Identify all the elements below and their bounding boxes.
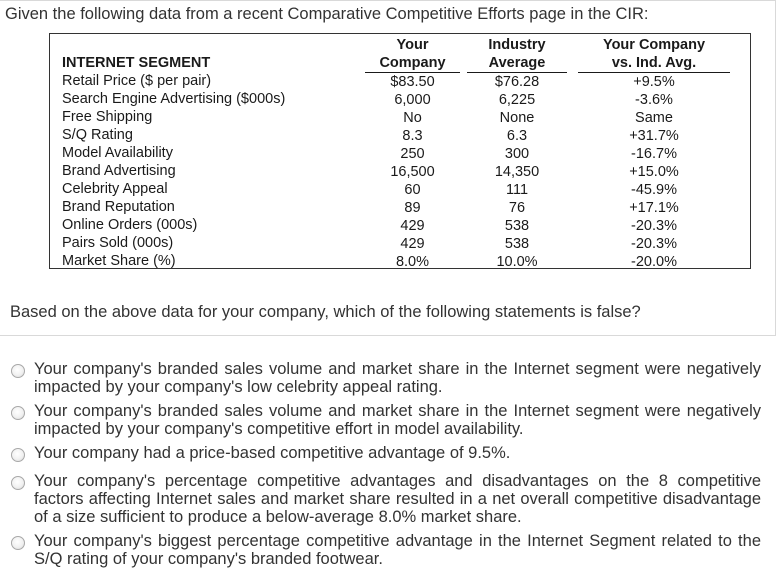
table-cell-vs: +31.7% xyxy=(629,128,679,144)
table-cell-you: 6,000 xyxy=(394,92,431,108)
header-industry-average-1: Industry xyxy=(488,37,546,53)
table-cell-ind: 111 xyxy=(505,182,529,198)
industry-average-values: $76.28 6,225 None 6.3 300 14,350 111 76 538 538 10… xyxy=(467,73,567,271)
table-cell-ind: 300 xyxy=(504,146,530,162)
table-cell-you: 429 xyxy=(400,236,425,252)
header-your-company-1: Your xyxy=(396,37,429,53)
table-cell-vs: -20.3% xyxy=(631,236,677,252)
table-cell-you: 8.0% xyxy=(395,254,430,270)
option-4-radio[interactable] xyxy=(11,476,25,490)
option-3-radio[interactable] xyxy=(11,448,25,462)
table-cell-you: No xyxy=(403,110,422,126)
option-2-text[interactable]: Your company's branded sales volume and … xyxy=(34,402,761,438)
segment-column: INTERNET SEGMENT Retail Price ($ per pai… xyxy=(62,36,352,270)
table-cell-ind: 10.0% xyxy=(496,254,538,270)
table-cell-label: Pairs Sold (000s) xyxy=(62,235,174,251)
table-cell-vs: -20.0% xyxy=(631,254,677,270)
question-frame xyxy=(0,0,776,336)
table-cell-vs: +17.1% xyxy=(629,200,679,216)
table-cell-ind: 14,350 xyxy=(494,164,540,180)
header-segment: INTERNET SEGMENT xyxy=(62,55,211,71)
table-cell-label: Online Orders (000s) xyxy=(62,217,198,233)
option-5-radio[interactable] xyxy=(11,536,25,550)
table-cell-vs: -16.7% xyxy=(631,146,677,162)
option-3-text[interactable]: Your company had a price-based competiti… xyxy=(34,444,511,462)
your-company-values: $83.50 6,000 No 8.3 250 16,500 60 89 429 429 8.0% xyxy=(365,73,460,271)
industry-average-column: Industry Average $76.28 6,225 None 6.3 300 14… xyxy=(467,36,567,271)
table-cell-label: S/Q Rating xyxy=(62,127,133,143)
comparative-efforts-table: INTERNET SEGMENT Retail Price ($ per pai… xyxy=(49,33,751,271)
intro-text: Given the following data from a recent C… xyxy=(5,5,649,23)
option-4-text[interactable]: Your company's percentage competitive ad… xyxy=(34,472,761,526)
table-cell-ind: 6,225 xyxy=(498,92,536,108)
table-cell-you: 60 xyxy=(404,182,421,198)
option-2-radio[interactable] xyxy=(11,406,25,420)
table-cell-you: 89 xyxy=(404,200,421,216)
table-cell-ind: 6.3 xyxy=(506,128,528,144)
table-cell-label: Free Shipping xyxy=(62,109,153,125)
table-cell-you: 16,500 xyxy=(390,164,435,180)
segment-labels: Retail Price ($ per pair) Search Engine A… xyxy=(62,72,352,270)
table-cell-you: $83.50 xyxy=(390,74,435,90)
table-cell-ind: 538 xyxy=(504,236,530,252)
table-cell-ind: 538 xyxy=(504,218,530,234)
table-cell-ind: None xyxy=(499,110,535,126)
table-cell-vs: +15.0% xyxy=(629,164,679,180)
table-cell-you: 429 xyxy=(400,218,425,234)
table-cell-vs: -20.3% xyxy=(631,218,677,234)
question-text: Based on the above data for your company… xyxy=(10,303,641,321)
table-cell-label: Brand Advertising xyxy=(62,163,176,179)
option-5-text[interactable]: Your company's biggest percentage compet… xyxy=(34,532,761,568)
table-cell-ind: 76 xyxy=(508,200,526,216)
header-your-company-2: Company xyxy=(365,54,460,73)
header-industry-average-2: Average xyxy=(467,54,567,73)
table-cell-label: Market Share (%) xyxy=(62,253,176,269)
option-1-text[interactable]: Your company's branded sales volume and … xyxy=(34,360,761,396)
table-cell-vs: -3.6% xyxy=(635,92,673,108)
table-cell-label: Model Availability xyxy=(62,145,173,161)
table-cell-you: 8.3 xyxy=(402,128,423,144)
table-cell-vs: -45.9% xyxy=(631,182,677,198)
vs-industry-column: Your Company vs. Ind. Avg. +9.5% -3.6% Sam… xyxy=(578,36,730,271)
table-cell-vs: Same xyxy=(635,110,673,126)
table-cell-label: Retail Price ($ per pair) xyxy=(62,73,212,89)
table-cell-label: Celebrity Appeal xyxy=(62,181,168,197)
table-cell-label: Search Engine Advertising ($000s) xyxy=(62,91,286,107)
option-1-radio[interactable] xyxy=(11,364,25,378)
table-cell-vs: +9.5% xyxy=(633,74,675,90)
header-vs-2: vs. Ind. Avg. xyxy=(578,54,730,73)
your-company-column: Your Company $83.50 6,000 No 8.3 250 16,500 60… xyxy=(365,36,460,271)
vs-industry-values: +9.5% -3.6% Same +31.7% -16.7% +15.0% -45.9% +1… xyxy=(578,73,730,271)
table-cell-label: Brand Reputation xyxy=(62,199,175,215)
table-cell-ind: $76.28 xyxy=(494,74,540,90)
header-vs-1: Your Company xyxy=(602,37,706,53)
table-cell-you: 250 xyxy=(400,146,425,162)
